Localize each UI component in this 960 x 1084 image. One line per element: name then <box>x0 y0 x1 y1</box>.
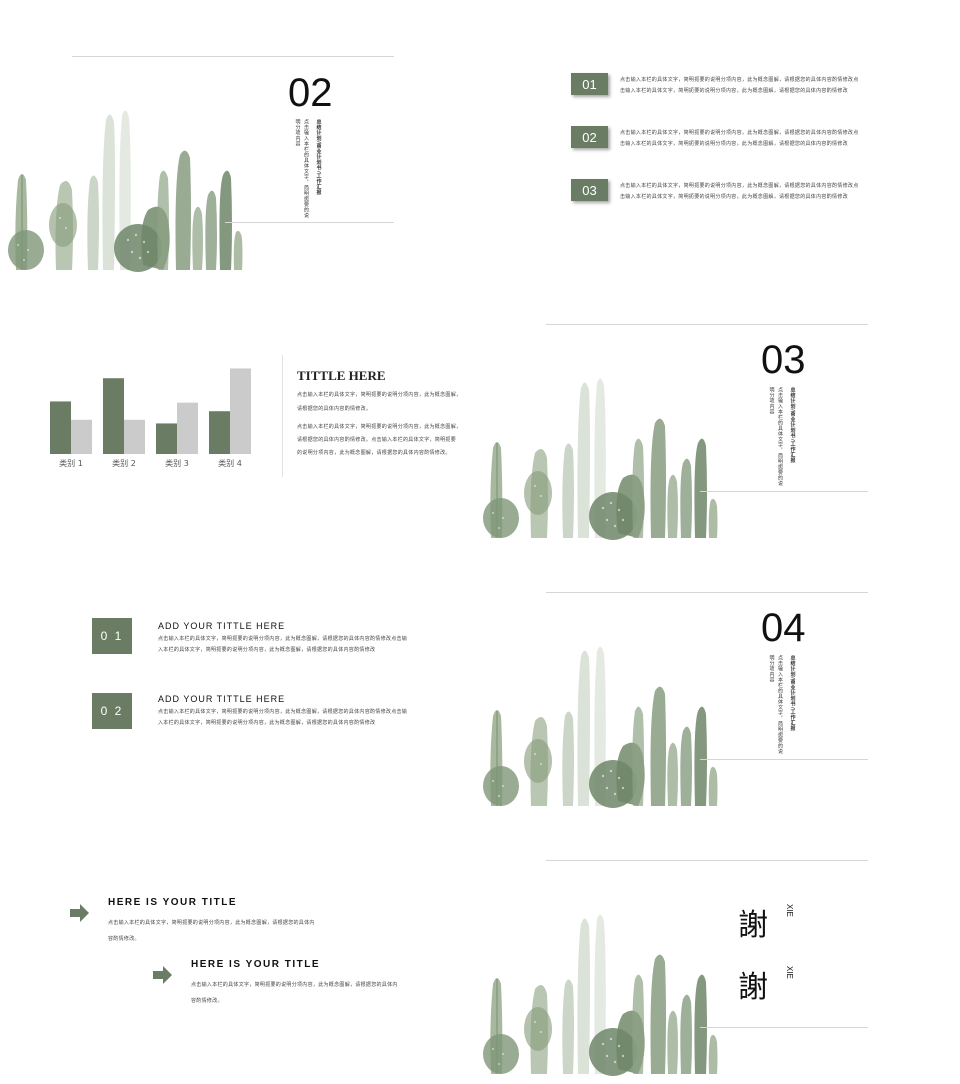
slide-add-title: 0 1 ADD YOUR TITTLE HERE 点击输入本栏的具体文字，简明扼… <box>0 578 480 813</box>
top-divider <box>546 860 868 861</box>
category-label: 类别 3 <box>165 458 189 468</box>
item-text-02: 点击输入本栏的具体文字，简明扼要的说明分项内容，此为概念图解，请根据您的具体内容… <box>158 709 408 726</box>
bottom-divider <box>700 1027 868 1028</box>
arrow-right-icon <box>153 966 172 984</box>
section-vertical-title: 总结计划/商业计划书/工作汇报 <box>789 387 796 464</box>
section-vertical-body: 点击输入本栏的具体文字，简明扼要的说明分项内容 <box>294 119 310 218</box>
chart-divider <box>282 355 283 477</box>
arrow-text-01: 点击输入本栏的具体文字，简明扼要的说明分项内容，此为概念图解，请根据您的具体内容… <box>108 920 315 942</box>
category-label: 类别 4 <box>218 458 242 468</box>
chart-slide-title: TITTLE HERE <box>297 368 386 383</box>
section-vertical-body: 点击输入本栏的具体文字，简明扼要的说明分项内容 <box>768 655 784 754</box>
bar-series-1-cat-2 <box>103 378 124 454</box>
item-badge-02: 0 2 <box>92 693 132 729</box>
bottom-divider <box>700 491 868 492</box>
slide-section-03: 03 总结计划/商业计划书/工作汇报 点击输入本栏的具体文字，简明扼要的说明分项… <box>480 310 960 545</box>
cactus-illustration <box>483 378 718 540</box>
bar-series-2-cat-1 <box>71 419 92 454</box>
list-text-02: 点击输入本栏的具体文字，简明扼要的说明分项内容，此为概念图解，请根据您的具体内容… <box>620 130 859 147</box>
thanks-char-2: 謝 <box>738 970 768 1005</box>
bar-series-2-cat-4 <box>230 368 251 454</box>
arrow-text-02: 点击输入本栏的具体文字，简明扼要的说明分项内容，此为概念图解，请根据您的具体内容… <box>191 982 398 1004</box>
list-text-03: 点击输入本栏的具体文字，简明扼要的说明分项内容，此为概念图解，请根据您的具体内容… <box>620 183 859 200</box>
list-badge-03: 03 <box>571 179 608 201</box>
thanks-char-1: 謝 <box>738 908 768 943</box>
list-text-01: 点击输入本栏的具体文字，简明扼要的说明分项内容，此为概念图解，请根据您的具体内容… <box>620 77 859 94</box>
bar-series-1-cat-3 <box>156 423 177 454</box>
item-badge-01: 0 1 <box>92 618 132 654</box>
arrow-heading-02: HERE IS YOUR TITLE <box>191 959 321 970</box>
slide-thanks: 謝 XIE 謝 XIE <box>480 846 960 1081</box>
thanks-roman-2: XIE <box>785 966 794 979</box>
item-heading-02: ADD YOUR TITTLE HERE <box>158 694 286 704</box>
bar-series-2-cat-2 <box>124 419 145 454</box>
slide-arrows: HERE IS YOUR TITLE 点击输入本栏的具体文字，简明扼要的说明分项… <box>0 846 480 1081</box>
list-badge-01: 01 <box>571 73 608 95</box>
top-divider <box>546 592 868 593</box>
item-heading-01: ADD YOUR TITTLE HERE <box>158 621 286 631</box>
chart-slide-para2: 点击输入本栏的具体文字，简明扼要的说明分项内容，此为概念图解， 请根据您的具体内容… <box>297 424 462 456</box>
chart-slide-para1: 点击输入本栏的具体文字，简明扼要的说明分项内容，此为概念图解， 请根据您的具体内容… <box>297 392 462 412</box>
top-divider <box>546 324 868 325</box>
slide-section-04: 04 总结计划/商业计划书/工作汇报 点击输入本栏的具体文字，简明扼要的说明分项… <box>480 578 960 813</box>
slide-section-02: 02 总结计划/商业计划书/工作汇报 点击输入本栏的具体文字，简明扼要的说明分项… <box>0 45 470 280</box>
category-label: 类别 1 <box>59 458 83 468</box>
section-vertical-body: 点击输入本栏的具体文字，简明扼要的说明分项内容 <box>768 387 784 486</box>
section-vertical-title: 总结计划/商业计划书/工作汇报 <box>789 655 796 732</box>
category-label: 类别 2 <box>112 458 136 468</box>
slide-chart: 类别 1 类别 2 类别 3 类别 4 TITTLE HERE 点击输入本栏的具体文字… <box>0 310 480 545</box>
arrow-heading-01: HERE IS YOUR TITLE <box>108 897 238 908</box>
top-divider <box>72 56 394 57</box>
bar-series-1-cat-4 <box>209 411 230 454</box>
bottom-divider <box>700 759 868 760</box>
item-text-01: 点击输入本栏的具体文字，简明扼要的说明分项内容，此为概念图解，请根据您的具体内容… <box>158 636 408 653</box>
section-number: 03 <box>761 338 806 382</box>
bar-series-2-cat-3 <box>177 402 198 454</box>
bottom-divider <box>225 222 394 223</box>
section-number: 04 <box>761 606 806 650</box>
section-vertical-title: 总结计划/商业计划书/工作汇报 <box>315 119 322 196</box>
section-number: 02 <box>288 71 333 115</box>
arrow-right-icon <box>70 904 89 922</box>
slide-numbered-list: 01 点击输入本栏的具体文字，简明扼要的说明分项内容，此为概念图解，请根据您的具… <box>480 45 960 280</box>
cactus-illustration <box>483 914 718 1076</box>
bar-series-1-cat-1 <box>50 401 71 454</box>
cactus-illustration <box>8 110 243 272</box>
thanks-roman-1: XIE <box>785 904 794 917</box>
cactus-illustration <box>483 646 718 808</box>
bar-chart: 类别 1 类别 2 类别 3 类别 4 <box>50 368 251 468</box>
list-badge-02: 02 <box>571 126 608 148</box>
